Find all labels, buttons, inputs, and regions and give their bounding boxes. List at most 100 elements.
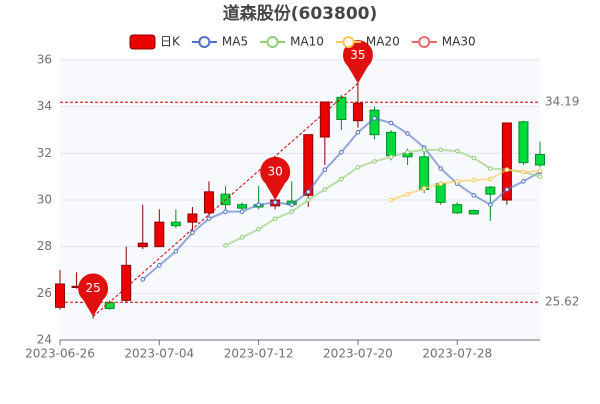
ma-point: [239, 209, 245, 214]
x-tick-label: 2023-07-28: [422, 347, 492, 361]
legend-label: MA5: [222, 35, 248, 49]
ma-point: [372, 116, 377, 121]
y-tick-label: 24: [37, 333, 52, 347]
y-tick-label: 30: [37, 193, 52, 207]
mark-line-label: 34.19: [545, 95, 579, 109]
candle-body: [187, 213, 198, 223]
ma-point: [537, 174, 543, 179]
ma-point: [256, 226, 261, 232]
ma-point: [272, 216, 278, 221]
candle-body: [137, 242, 148, 248]
ma-point: [305, 197, 311, 203]
ma-point: [405, 149, 410, 155]
candle-body: [468, 210, 479, 215]
legend-label: MA10: [290, 35, 324, 49]
chart-title: 道森股份(603800): [223, 3, 378, 24]
ma-point: [388, 197, 394, 203]
candle-body: [170, 221, 181, 227]
ma-point: [421, 147, 427, 153]
y-tick-label: 28: [37, 239, 52, 253]
ma-point: [537, 168, 543, 174]
ma-point: [223, 209, 228, 214]
ma-point: [339, 176, 344, 182]
ma-point: [405, 191, 410, 197]
ma-point: [322, 187, 328, 192]
legend-label: MA20: [366, 35, 400, 49]
ma-point: [454, 148, 460, 154]
candle-body: [237, 204, 248, 209]
legend-swatch: [266, 36, 279, 48]
ma-point: [504, 187, 510, 192]
ma-point: [471, 177, 477, 183]
ma-point: [239, 235, 245, 240]
candle-body: [319, 101, 330, 138]
x-tick-label: 2023-07-04: [124, 347, 194, 361]
candle-body: [386, 131, 397, 157]
ma-point: [504, 167, 510, 172]
ma-point: [454, 179, 460, 184]
mark-point: [260, 156, 291, 200]
ma-point: [355, 130, 361, 135]
legend-swatch: [418, 36, 431, 48]
ma-point: [438, 147, 443, 153]
ma-point: [471, 193, 477, 198]
candle-body: [352, 102, 363, 122]
ma-point: [388, 154, 394, 160]
candle-body: [435, 183, 446, 203]
ma-point: [289, 202, 295, 207]
candle-body: [104, 302, 115, 309]
ma-point: [157, 263, 162, 268]
ma-point: [223, 243, 228, 248]
ma-point: [521, 169, 526, 175]
ma-point: [322, 167, 328, 172]
ma-point: [140, 277, 146, 282]
mark-point-label: 25: [85, 281, 100, 295]
ma-point: [272, 200, 278, 205]
ma-point: [305, 189, 311, 195]
candle-body: [55, 283, 65, 308]
ma-point: [405, 131, 410, 136]
mark-point-label: 35: [350, 48, 365, 62]
x-tick-label: 2023-07-12: [224, 347, 294, 361]
mark-point: [342, 40, 373, 84]
candle-body: [121, 264, 132, 301]
trend-line: [92, 82, 359, 318]
legend-swatch: [342, 36, 355, 48]
mark-point: [78, 273, 109, 317]
y-tick-label: 36: [37, 53, 52, 67]
ma-point: [173, 249, 179, 254]
candle-body: [452, 204, 463, 214]
ma-point: [488, 176, 493, 182]
ma-point: [488, 166, 493, 171]
legend-label: 日K: [160, 35, 181, 49]
candle-body: [419, 156, 430, 190]
y-tick-label: 32: [37, 146, 52, 160]
ma-point: [471, 155, 477, 161]
ma-line: [390, 168, 541, 201]
ma-point: [438, 181, 443, 186]
legend-swatch: [129, 34, 156, 50]
ma-point: [521, 179, 526, 184]
ma-point: [339, 149, 344, 155]
candle-body: [154, 221, 165, 248]
legend-swatch: [198, 36, 211, 48]
x-tick-label: 2023-06-26: [25, 347, 95, 361]
x-tick-label: 2023-07-20: [323, 347, 393, 361]
mark-point-label: 30: [268, 165, 283, 179]
ma-point: [206, 216, 212, 221]
candle-body: [369, 109, 380, 136]
candle-body: [518, 121, 529, 164]
y-tick-label: 26: [37, 286, 52, 300]
candle-body: [303, 134, 314, 196]
ma-point: [421, 186, 427, 191]
mark-line-label: 25.62: [545, 295, 579, 309]
ma-line: [225, 148, 541, 247]
ma-point: [355, 165, 361, 170]
candle-body: [485, 186, 496, 195]
ma-point: [388, 120, 394, 126]
ma-point: [372, 159, 377, 164]
candle-body: [203, 191, 214, 214]
ma-point: [488, 202, 493, 207]
candle-body: [501, 122, 512, 201]
